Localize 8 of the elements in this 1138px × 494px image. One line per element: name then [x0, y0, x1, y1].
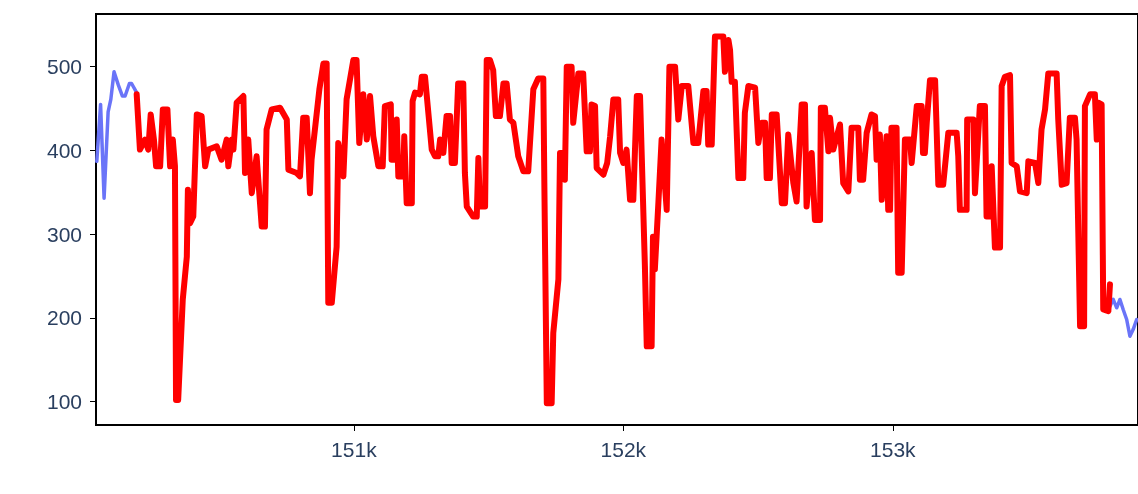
y-tick-label: 300 — [46, 222, 82, 246]
y-tick-label: 400 — [46, 138, 82, 162]
x-tick-label: 153k — [870, 438, 917, 461]
x-tick-label: 151k — [331, 438, 378, 461]
x-tick-label: 152k — [600, 438, 647, 461]
y-tick-label: 100 — [46, 390, 82, 414]
y-tick-label: 500 — [46, 55, 82, 79]
y-tick-label: 200 — [46, 306, 82, 330]
